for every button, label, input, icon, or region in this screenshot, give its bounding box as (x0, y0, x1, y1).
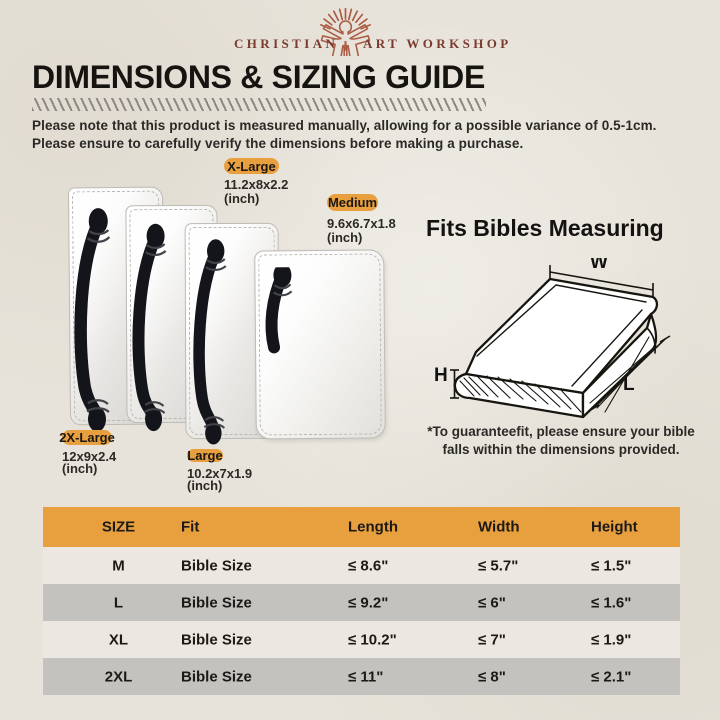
svg-text:L: L (623, 374, 635, 395)
svg-text:W: W (590, 258, 608, 273)
